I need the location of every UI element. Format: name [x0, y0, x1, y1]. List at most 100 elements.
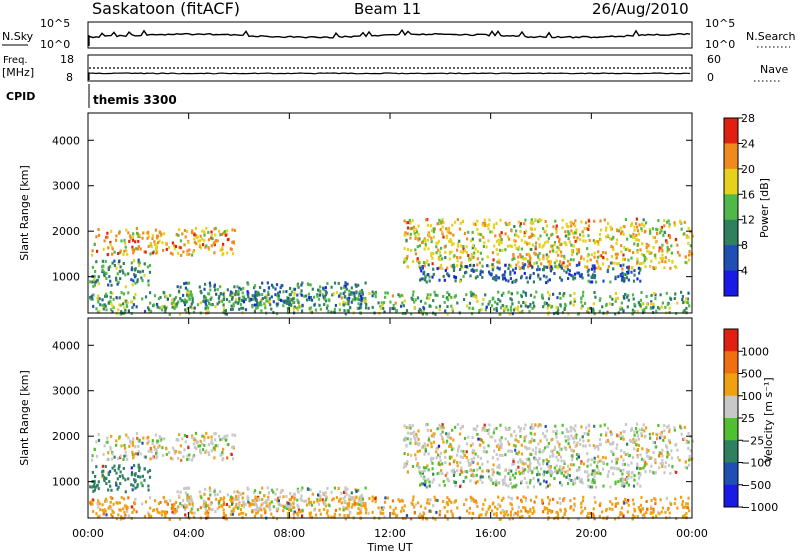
velocity-cell: [465, 509, 469, 513]
velocity-cell: [359, 509, 362, 513]
power-cell: [444, 268, 447, 272]
velocity-colorbar-label: Velocity [m s⁻¹]: [762, 377, 775, 462]
velocity-cell: [512, 458, 515, 461]
power-cell: [436, 222, 439, 226]
power-cell: [210, 233, 213, 237]
velocity-cell: [564, 509, 567, 513]
power-cell: [236, 285, 239, 289]
velocity-cell: [405, 462, 408, 466]
velocity-cell: [424, 479, 427, 483]
power-cell: [592, 273, 595, 277]
power-cell: [518, 265, 521, 269]
power-cell: [141, 236, 144, 240]
power-cell: [214, 233, 217, 237]
velocity-cell: [238, 504, 241, 508]
velocity-cell: [93, 448, 96, 451]
velocity-cell: [297, 505, 300, 509]
power-cell: [133, 275, 137, 279]
power-cell: [651, 227, 654, 231]
velocity-cell: [586, 452, 589, 456]
power-cell: [253, 286, 256, 290]
power-cell: [534, 247, 537, 251]
power-cell: [512, 238, 516, 242]
velocity-cell: [451, 514, 454, 518]
velocity-cell: [643, 464, 646, 468]
power-cell: [280, 284, 283, 288]
power-cell: [105, 294, 108, 298]
velocity-cell: [497, 502, 500, 506]
power-cell: [594, 295, 597, 299]
power-cell: [144, 250, 147, 254]
power-cell: [567, 230, 570, 234]
velocity-cell: [528, 447, 531, 450]
velocity-cell: [231, 502, 234, 506]
power-cell: [176, 302, 179, 306]
power-cell: [517, 247, 520, 251]
velocity-cell: [219, 438, 222, 442]
power-cell: [428, 279, 431, 283]
power-cell: [522, 290, 525, 294]
power-cell: [127, 231, 130, 235]
velocity-cell: [627, 463, 630, 467]
velocity-cell: [102, 512, 105, 516]
velocity-cell: [496, 507, 499, 511]
power-cell: [220, 232, 223, 236]
power-cell: [599, 297, 602, 301]
power-cell: [285, 290, 288, 293]
power-cell: [479, 238, 482, 242]
velocity-cell: [637, 443, 640, 447]
velocity-cell: [445, 441, 448, 445]
velocity-cell: [463, 503, 466, 506]
power-cell: [260, 309, 263, 313]
velocity-cell: [687, 440, 690, 444]
power-colorbar-label: Power [dB]: [758, 178, 771, 238]
power-cell: [654, 266, 657, 270]
velocity-cell: [274, 498, 277, 502]
velocity-cell: [265, 499, 268, 503]
velocity-cell: [519, 458, 522, 462]
power-cell: [550, 305, 553, 309]
velocity-cell: [200, 496, 203, 500]
velocity-cell: [117, 457, 120, 460]
power-cell: [343, 309, 346, 313]
power-cell: [360, 297, 363, 300]
velocity-cell: [446, 503, 450, 507]
velocity-cell: [611, 502, 614, 506]
power-cell: [130, 266, 134, 270]
velocity-cell: [326, 509, 329, 513]
power-cell: [418, 265, 421, 268]
power-cell: [550, 244, 553, 248]
velocity-cell: [683, 513, 686, 517]
power-cell: [124, 273, 127, 277]
power-cell: [620, 301, 623, 305]
velocity-cell: [607, 427, 610, 430]
power-cell: [643, 259, 646, 263]
velocity-cell: [264, 511, 267, 515]
velocity-cell: [659, 498, 662, 502]
velocity-cell: [117, 513, 120, 517]
velocity-cell: [199, 451, 202, 455]
velocity-cell: [162, 495, 165, 499]
velocity-cell: [643, 512, 646, 516]
velocity-swatch: [724, 329, 738, 352]
power-cell: [360, 288, 364, 292]
power-cell: [630, 270, 633, 274]
power-cell: [527, 265, 530, 269]
velocity-cell: [324, 498, 328, 502]
power-cell: [275, 312, 279, 316]
velocity-cell: [96, 502, 99, 505]
velocity-cell: [191, 505, 194, 509]
power-cell: [520, 238, 523, 242]
power-cell: [413, 300, 416, 304]
power-cell: [596, 259, 599, 263]
power-cell: [360, 299, 363, 303]
power-cell: [229, 293, 232, 297]
velocity-cell: [163, 510, 166, 514]
power-cell: [242, 306, 245, 310]
power-swatch: [724, 245, 738, 272]
velocity-cell: [517, 425, 520, 429]
velocity-cell: [335, 496, 338, 500]
power-cell: [303, 294, 306, 298]
velocity-cell: [676, 448, 679, 452]
velocity-cell: [291, 503, 294, 507]
